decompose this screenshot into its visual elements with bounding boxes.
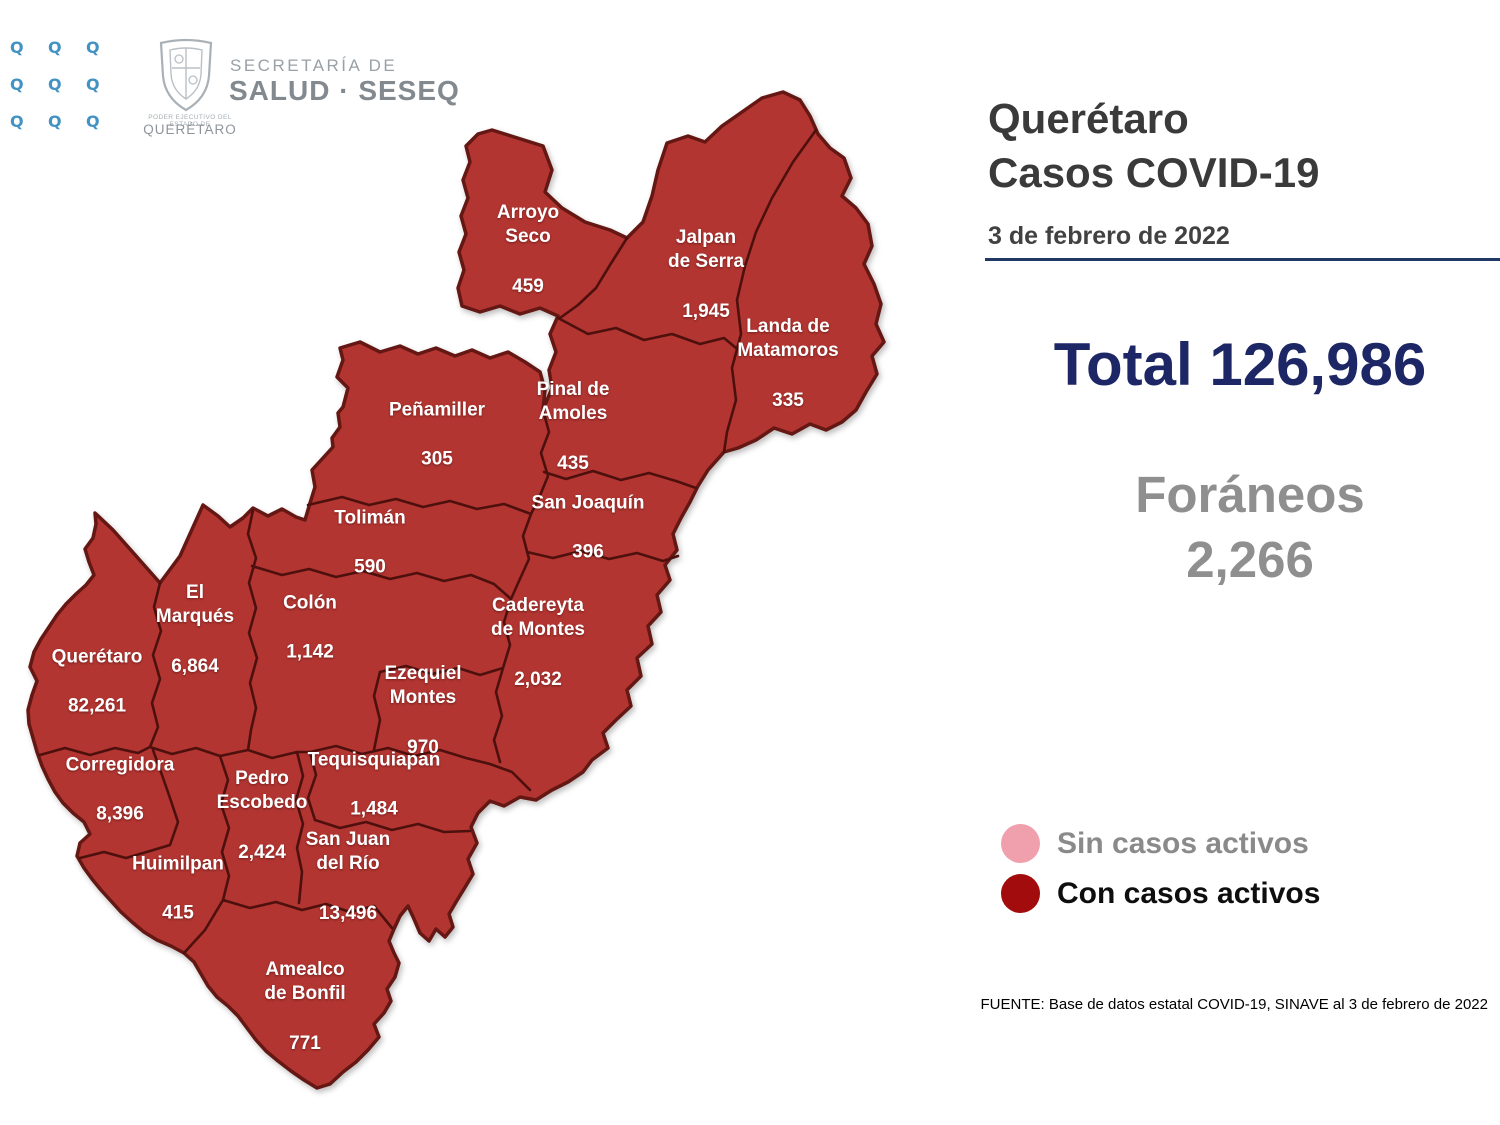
municipality-name: Landa de Matamoros xyxy=(737,315,839,362)
municipality-name: Querétaro xyxy=(51,645,143,667)
total-value: 126,986 xyxy=(1209,331,1427,398)
municipality-label: Amealco de Bonfil 771 xyxy=(264,933,345,1081)
report-date: 3 de febrero de 2022 xyxy=(988,222,1230,250)
municipality-label: Cadereyta de Montes 2,032 xyxy=(491,569,585,717)
logo-subtext-small: PODER EJECUTIVO DEL ESTADO DE xyxy=(148,114,232,128)
state-shape xyxy=(26,90,886,1090)
municipality-label: Peñamiller 305 xyxy=(389,373,485,496)
municipality-name: San Joaquín xyxy=(531,491,645,513)
municipality-name: Tolimán xyxy=(334,506,406,528)
municipality-name: Jalpan de Serra xyxy=(667,226,745,273)
municipality-label: Querétaro 82,261 xyxy=(52,620,143,743)
municipality-label: Corregidora 8,396 xyxy=(66,728,175,851)
municipality-cases: 459 xyxy=(512,275,544,297)
municipality-cases: 590 xyxy=(354,556,386,578)
pink-circle-icon xyxy=(1001,824,1040,863)
logo-text-line2: SALUD · SESEQ xyxy=(229,75,460,106)
q-dot-icon: Q xyxy=(10,75,24,94)
municipality-cases: 435 xyxy=(557,452,589,474)
brand-dots-pattern: Q Q Q Q Q Q Q Q Q xyxy=(10,38,124,149)
legend-row-active-cases: Con casos activos xyxy=(1001,874,1320,913)
municipality-label: Huimilpan 415 xyxy=(132,827,224,950)
municipality-name: Colón xyxy=(283,591,337,613)
municipality-name: El Marqués xyxy=(155,581,235,628)
municipality-label: Pinal de Amoles 435 xyxy=(537,353,610,501)
logo-subtext: QUERÉTARO xyxy=(143,122,237,137)
municipality-name: Pedro Escobedo xyxy=(216,767,308,814)
municipality-name: Corregidora xyxy=(65,753,175,775)
coat-of-arms-icon xyxy=(159,38,213,112)
total-label: Total xyxy=(1053,331,1193,398)
legend-row-no-active-cases: Sin casos activos xyxy=(1001,824,1320,863)
municipality-cases: 335 xyxy=(772,389,804,411)
municipality-cases: 1,142 xyxy=(286,641,334,663)
page-title: Querétaro Casos COVID-19 xyxy=(988,92,1319,200)
q-dot-icon: Q xyxy=(86,75,100,94)
municipality-name: Arroyo Seco xyxy=(496,201,560,248)
foraneos-value: 2,266 xyxy=(1186,531,1314,589)
municipality-cases: 2,424 xyxy=(238,841,286,863)
municipality-label: Tolimán 590 xyxy=(334,481,405,604)
municipality-label: Pedro Escobedo 2,424 xyxy=(217,742,308,890)
total-cases: Total 126,986 xyxy=(985,330,1495,399)
municipality-name: Cadereyta de Montes xyxy=(491,594,585,641)
municipality-label: Arroyo Seco 459 xyxy=(497,176,559,324)
municipality-cases: 305 xyxy=(421,448,453,470)
foraneos-block: Foráneos 2,266 xyxy=(1000,462,1500,593)
municipality-cases: 1,484 xyxy=(350,798,398,820)
q-dot-icon: Q xyxy=(86,112,100,131)
municipality-label: San Juan del Río 13,496 xyxy=(306,803,390,951)
municipality-name: Ezequiel Montes xyxy=(384,662,462,709)
municipality-label: Landa de Matamoros 335 xyxy=(737,290,838,438)
q-dot-icon: Q xyxy=(86,38,100,57)
municipality-cases: 1,945 xyxy=(682,300,730,322)
municipality-cases: 8,396 xyxy=(96,803,144,825)
page-title-line2: Casos COVID-19 xyxy=(988,148,1320,196)
source-note: FUENTE: Base de datos estatal COVID-19, … xyxy=(980,996,1488,1013)
municipality-name: Amealco de Bonfil xyxy=(264,958,346,1005)
municipality-cases: 415 xyxy=(162,902,194,924)
municipality-cases: 2,032 xyxy=(514,668,562,690)
q-dot-icon: Q xyxy=(48,112,62,131)
municipality-label: El Marqués 6,864 xyxy=(156,556,234,704)
logo-text-line1: SECRETARÍA DE xyxy=(230,56,398,75)
municipality-cases: 6,864 xyxy=(171,655,219,677)
municipality-name: Pinal de Amoles xyxy=(536,378,610,425)
q-dot-icon: Q xyxy=(48,38,62,57)
legend-label: Con casos activos xyxy=(1057,876,1321,910)
municipality-label: Colón 1,142 xyxy=(283,566,337,689)
municipality-cases: 13,496 xyxy=(318,902,378,924)
dark-red-circle-icon xyxy=(1001,874,1040,913)
municipality-name: Tequisquiapan xyxy=(307,748,441,770)
municipality-name: Huimilpan xyxy=(132,852,224,874)
municipality-name: Peñamiller xyxy=(388,398,486,420)
foraneos-label: Foráneos xyxy=(1135,466,1365,523)
municipality-cases: 396 xyxy=(572,541,604,563)
municipality-label: San Joaquín 396 xyxy=(532,466,645,589)
municipality-cases: 82,261 xyxy=(67,695,127,717)
legend: Sin casos activos Con casos activos xyxy=(1001,824,1320,924)
legend-label: Sin casos activos xyxy=(1057,826,1309,860)
municipality-label: Tequisquiapan 1,484 xyxy=(308,723,441,846)
municipality-label: Ezequiel Montes 970 xyxy=(384,637,461,785)
municipality-name: San Juan del Río xyxy=(305,828,391,875)
municipality-cases: 771 xyxy=(289,1032,321,1054)
date-underline-rule xyxy=(985,258,1500,261)
q-dot-icon: Q xyxy=(10,112,24,131)
page-title-line1: Querétaro xyxy=(988,95,1189,142)
municipality-label: Jalpan de Serra 1,945 xyxy=(668,201,744,349)
q-dot-icon: Q xyxy=(48,75,62,94)
municipal-borders xyxy=(38,128,818,955)
q-dot-icon: Q xyxy=(10,38,24,57)
municipality-cases: 970 xyxy=(407,736,439,758)
